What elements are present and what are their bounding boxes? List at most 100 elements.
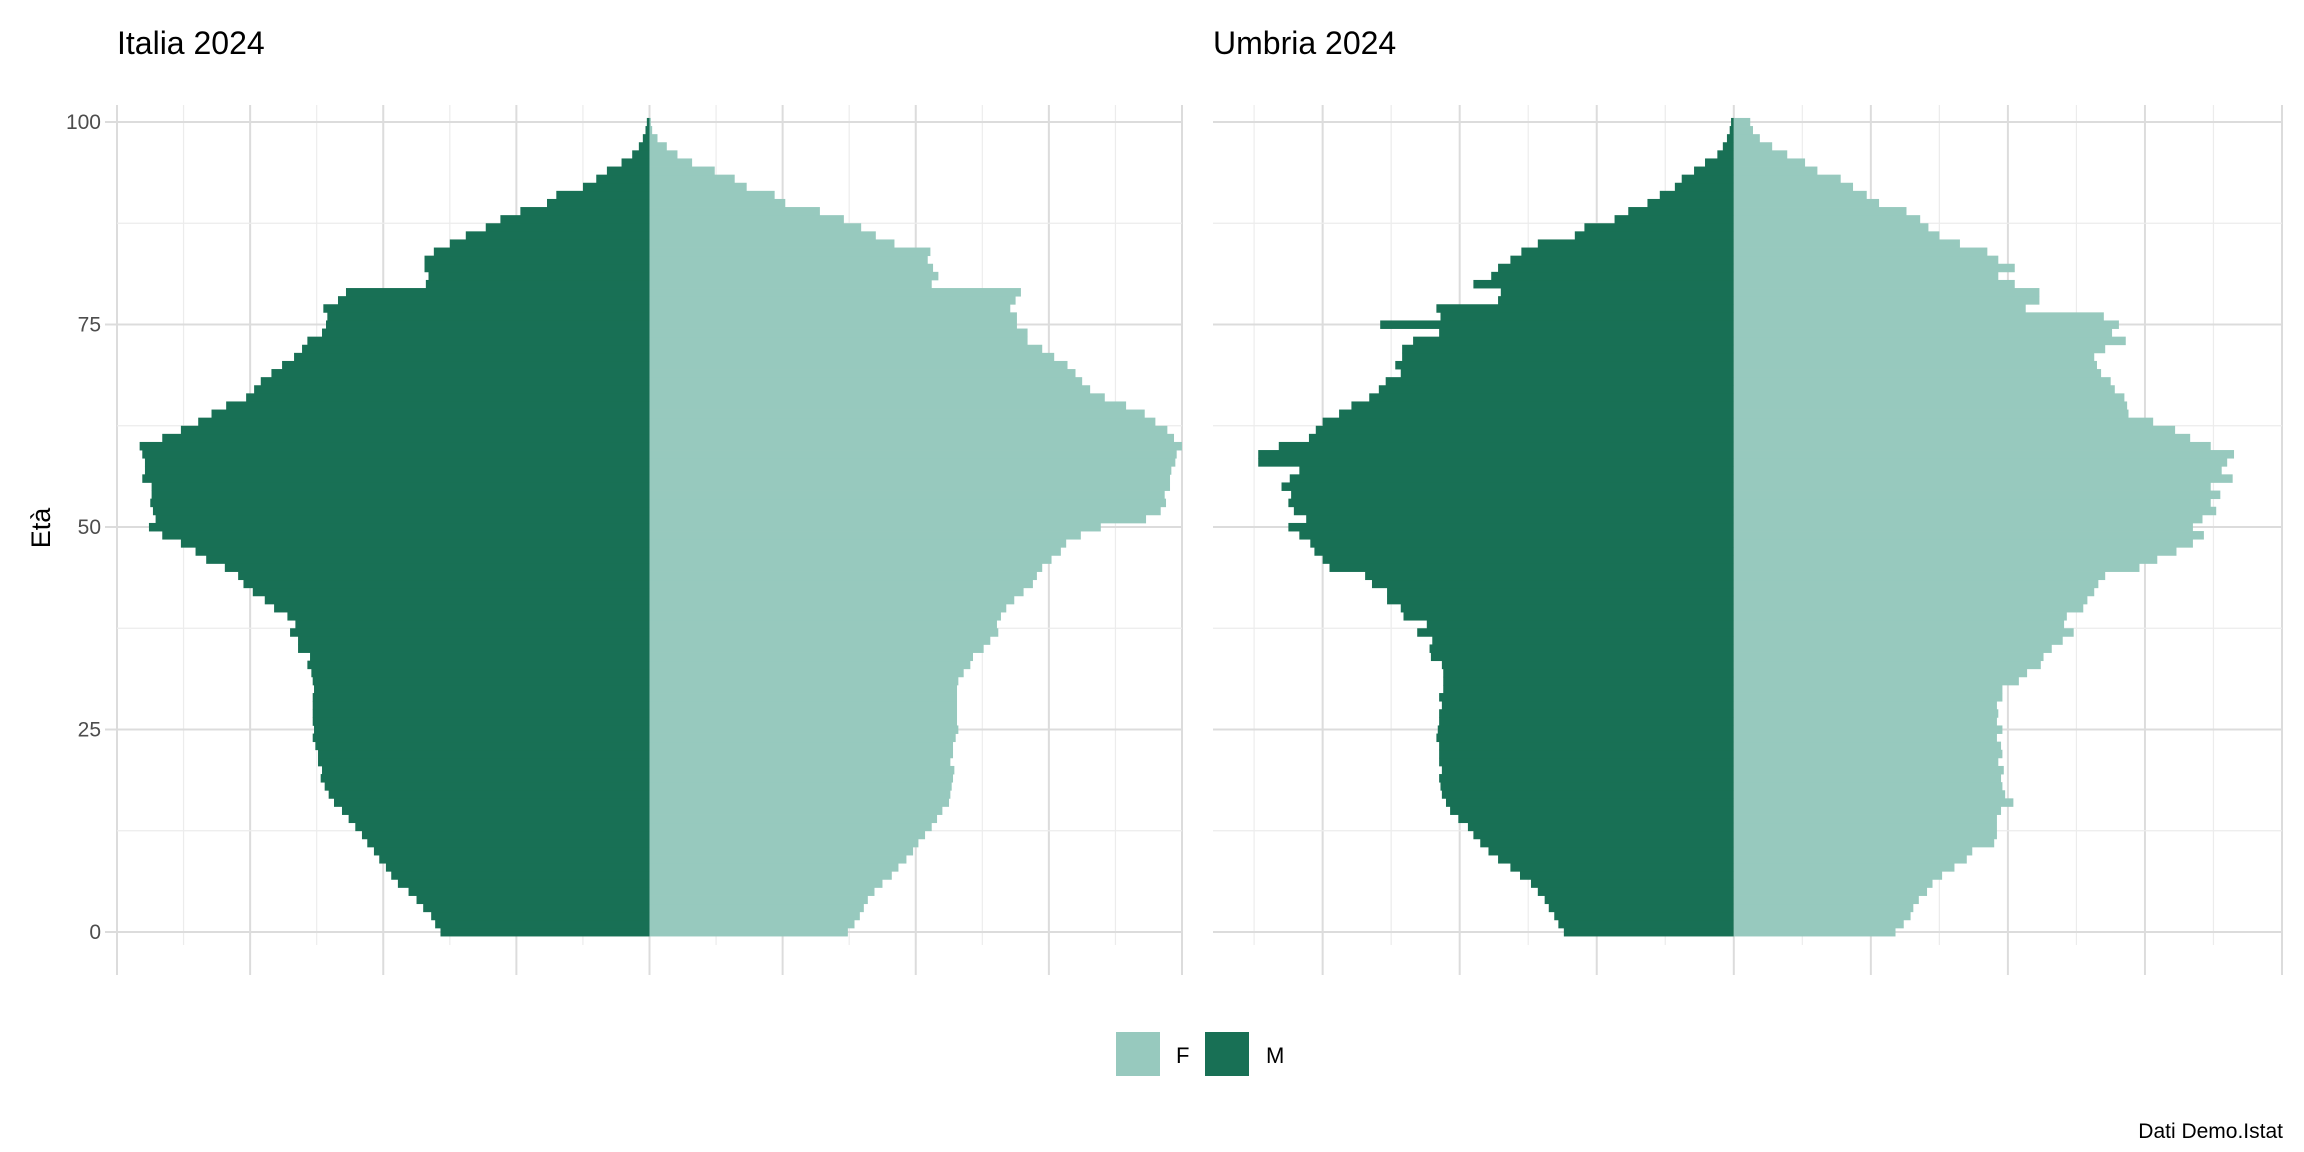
bar-m-umbria	[1314, 547, 1734, 556]
bar-m-umbria	[1322, 555, 1734, 564]
bar-f-umbria	[1733, 490, 2221, 500]
bar-f-italia	[649, 547, 1061, 556]
bar-f-italia	[649, 709, 958, 718]
bar-m-umbria	[1473, 279, 1734, 289]
bar-m-umbria	[1299, 531, 1734, 540]
bar-f-italia	[649, 158, 693, 167]
legend-label-f: F	[1176, 1043, 1189, 1068]
bar-f-italia	[649, 871, 892, 880]
bar-m-umbria	[1299, 466, 1734, 475]
bar-f-italia	[649, 531, 1081, 540]
bar-m-umbria	[1439, 717, 1734, 726]
bar-f-italia	[649, 903, 864, 913]
bar-m-umbria	[1402, 344, 1734, 354]
bar-f-italia	[649, 401, 1127, 410]
bar-f-italia	[649, 782, 952, 791]
bar-f-italia	[649, 814, 938, 824]
bar-m-umbria	[1437, 725, 1734, 734]
bar-f-italia	[649, 417, 1156, 427]
bar-m-umbria	[1488, 846, 1734, 856]
bar-f-italia	[649, 603, 1007, 613]
bar-m-italia	[327, 312, 650, 321]
bar-f-italia	[649, 514, 1147, 524]
bar-f-italia	[649, 498, 1167, 508]
bar-m-italia	[195, 547, 650, 556]
bar-m-umbria	[1731, 117, 1734, 127]
bar-f-italia	[649, 482, 1171, 491]
bar-f-umbria	[1733, 296, 2040, 305]
bar-f-umbria	[1733, 531, 2204, 540]
bar-m-umbria	[1365, 571, 1734, 581]
bar-m-umbria	[1402, 352, 1734, 362]
bar-m-italia	[155, 514, 650, 524]
bar-f-umbria	[1733, 863, 1955, 872]
bar-m-italia	[246, 393, 650, 402]
bar-f-italia	[649, 571, 1037, 581]
bar-m-italia	[142, 474, 650, 483]
bar-m-umbria	[1521, 247, 1734, 257]
bar-f-italia	[649, 174, 735, 184]
bar-m-umbria	[1387, 587, 1734, 597]
bar-m-italia	[144, 458, 650, 467]
bar-m-italia	[312, 709, 650, 718]
bar-m-umbria	[1288, 522, 1734, 532]
bar-m-umbria	[1480, 838, 1734, 848]
bar-m-italia	[367, 838, 650, 848]
bar-f-umbria	[1733, 433, 2191, 443]
bar-m-umbria	[1445, 798, 1734, 807]
bar-m-umbria	[1439, 774, 1734, 783]
bar-f-umbria	[1733, 684, 2003, 694]
bar-m-italia	[397, 879, 650, 888]
bar-f-umbria	[1733, 790, 2006, 799]
panel-umbria-bars	[1258, 117, 2235, 937]
bar-m-italia	[423, 903, 650, 913]
bar-f-umbria	[1733, 668, 2028, 678]
bar-f-italia	[649, 919, 855, 929]
bar-m-italia	[546, 198, 650, 208]
bar-m-umbria	[1426, 620, 1734, 629]
bar-f-umbria	[1733, 166, 1818, 176]
panel-umbria-title: Umbria 2024	[1213, 25, 1396, 61]
bar-m-italia	[150, 498, 650, 508]
bar-m-umbria	[1726, 134, 1734, 143]
bar-m-italia	[324, 782, 650, 791]
bar-m-umbria	[1310, 539, 1734, 548]
bar-m-italia	[307, 660, 650, 670]
bar-m-italia	[314, 725, 650, 734]
bar-f-umbria	[1733, 757, 1999, 767]
bar-f-umbria	[1733, 822, 1997, 832]
bar-m-umbria	[1289, 474, 1734, 483]
bar-f-italia	[649, 360, 1068, 370]
y-tick-label: 0	[89, 921, 101, 944]
bar-f-umbria	[1733, 620, 2065, 629]
bar-f-italia	[649, 352, 1055, 362]
bar-f-italia	[649, 466, 1172, 475]
bar-f-italia	[649, 441, 1182, 451]
bar-m-umbria	[1441, 660, 1734, 670]
bar-m-umbria	[1395, 360, 1734, 370]
bar-f-italia	[649, 166, 715, 176]
bar-m-umbria	[1441, 765, 1734, 775]
bar-m-italia	[645, 126, 650, 135]
bar-f-umbria	[1733, 879, 1933, 888]
bar-m-umbria	[1498, 855, 1734, 864]
bar-m-umbria	[1498, 263, 1734, 273]
bar-f-italia	[649, 830, 926, 840]
bar-f-umbria	[1733, 223, 1929, 232]
bar-m-umbria	[1400, 369, 1734, 378]
bar-f-umbria	[1733, 919, 1904, 929]
bar-f-italia	[649, 790, 951, 799]
bar-f-italia	[649, 684, 958, 694]
bar-f-italia	[649, 620, 997, 629]
bar-m-umbria	[1439, 693, 1734, 702]
bar-f-umbria	[1733, 749, 2003, 759]
bar-m-italia	[520, 207, 650, 216]
bar-f-italia	[649, 304, 1011, 313]
bar-m-umbria	[1519, 871, 1734, 880]
bar-m-umbria	[1432, 636, 1734, 645]
bar-m-italia	[348, 814, 650, 824]
bar-f-umbria	[1733, 344, 2106, 354]
bar-f-italia	[649, 474, 1171, 483]
bar-f-italia	[649, 838, 919, 848]
bar-m-italia	[433, 247, 650, 257]
